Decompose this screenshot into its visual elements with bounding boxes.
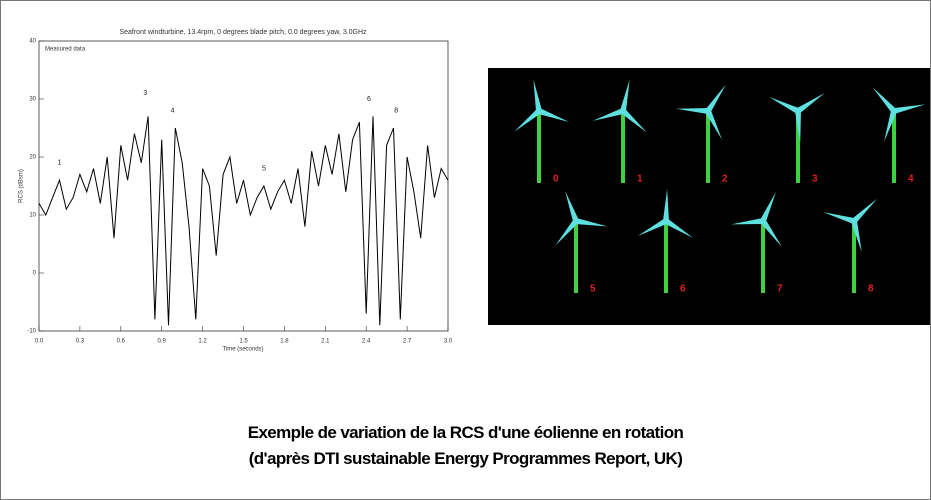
blade [663, 189, 669, 222]
chart: Seafront windturbine, 13.4rpm, 0 degrees… [19, 29, 453, 353]
turbine [514, 79, 570, 183]
turbine [592, 79, 647, 183]
annotation: 1 [57, 160, 61, 167]
tower [892, 111, 896, 183]
tower [574, 221, 578, 293]
y-tick-label: 40 [29, 39, 36, 45]
y-axis-label: RCS (dBsm) [19, 169, 25, 203]
turbine-label: 1 [637, 174, 643, 185]
blade [537, 108, 570, 122]
turbine [823, 198, 878, 293]
blade [893, 104, 926, 114]
turbine [769, 93, 825, 183]
y-tick-label: 20 [29, 155, 36, 161]
blade [705, 109, 723, 140]
caption-line: Exemple de variation de la RCS d'une éol… [247, 423, 684, 442]
blade [760, 191, 777, 223]
blade [823, 212, 855, 224]
chart-title: Seafront windturbine, 13.4rpm, 0 degrees… [119, 29, 367, 36]
x-axis-label: Time (seconds) [222, 347, 263, 353]
turbine-label: 8 [868, 284, 874, 295]
blade [592, 108, 624, 121]
plot-frame [38, 40, 449, 332]
blade [769, 96, 800, 114]
blade [565, 190, 579, 223]
x-tick-label: 0.3 [76, 339, 85, 345]
blade [620, 108, 647, 133]
annotation: 6 [367, 96, 371, 103]
blade [796, 93, 825, 114]
x-tick-label: 1.8 [280, 339, 289, 345]
tower [852, 221, 856, 293]
turbine [555, 190, 608, 293]
annotation: 4 [171, 107, 175, 114]
tower [537, 111, 541, 183]
tower [796, 111, 800, 183]
tower [761, 221, 765, 293]
y-tick-label: -10 [27, 329, 36, 335]
tower [621, 111, 625, 183]
y-tick-label: 0 [33, 271, 37, 277]
turbine [731, 191, 782, 293]
tower [706, 111, 710, 183]
y-tick-label: 30 [29, 97, 36, 103]
turbine-label: 4 [908, 174, 914, 185]
blade [851, 198, 878, 224]
turbine-label: 2 [722, 174, 728, 185]
blade [637, 218, 668, 237]
x-tick-label: 1.2 [198, 339, 207, 345]
turbine-label: 5 [590, 284, 596, 295]
blade [872, 87, 897, 114]
turbine-panel: 0 1 2 3 4 5 6 7 8 [488, 68, 930, 325]
tower [664, 221, 668, 293]
x-tick-label: 0.0 [35, 339, 44, 345]
turbine-label: 3 [812, 174, 818, 185]
blade [620, 79, 630, 112]
blade [795, 110, 801, 143]
annotation: 5 [262, 165, 266, 172]
turbine [637, 189, 694, 293]
blade [575, 218, 608, 227]
annotation: 8 [394, 107, 398, 114]
turbine [676, 84, 726, 183]
data-line [38, 116, 449, 326]
annotation: 3 [143, 90, 147, 97]
blade [731, 218, 764, 225]
x-tick-label: 0.6 [117, 339, 126, 345]
caption-line: (d'après DTI sustainable Energy Programm… [248, 449, 683, 468]
blade [851, 220, 862, 253]
blade [760, 219, 782, 247]
blade [884, 110, 897, 142]
x-tick-label: 2.7 [403, 339, 412, 345]
blade [555, 219, 579, 246]
x-tick-label: 2.1 [321, 339, 330, 345]
turbine-label: 7 [777, 284, 783, 295]
turbine-label: 0 [553, 174, 559, 185]
y-tick-label: 10 [29, 213, 36, 219]
blade [514, 108, 541, 132]
x-tick-label: 3.0 [444, 339, 453, 345]
turbine [872, 87, 926, 183]
legend-label: Measured data [45, 47, 86, 53]
blade [533, 79, 542, 112]
x-tick-label: 1.5 [239, 339, 248, 345]
blade [705, 84, 726, 113]
blade [676, 108, 709, 114]
blade [664, 218, 694, 238]
x-tick-label: 0.9 [158, 339, 167, 345]
turbine-label: 6 [680, 284, 686, 295]
x-tick-label: 2.4 [362, 339, 371, 345]
